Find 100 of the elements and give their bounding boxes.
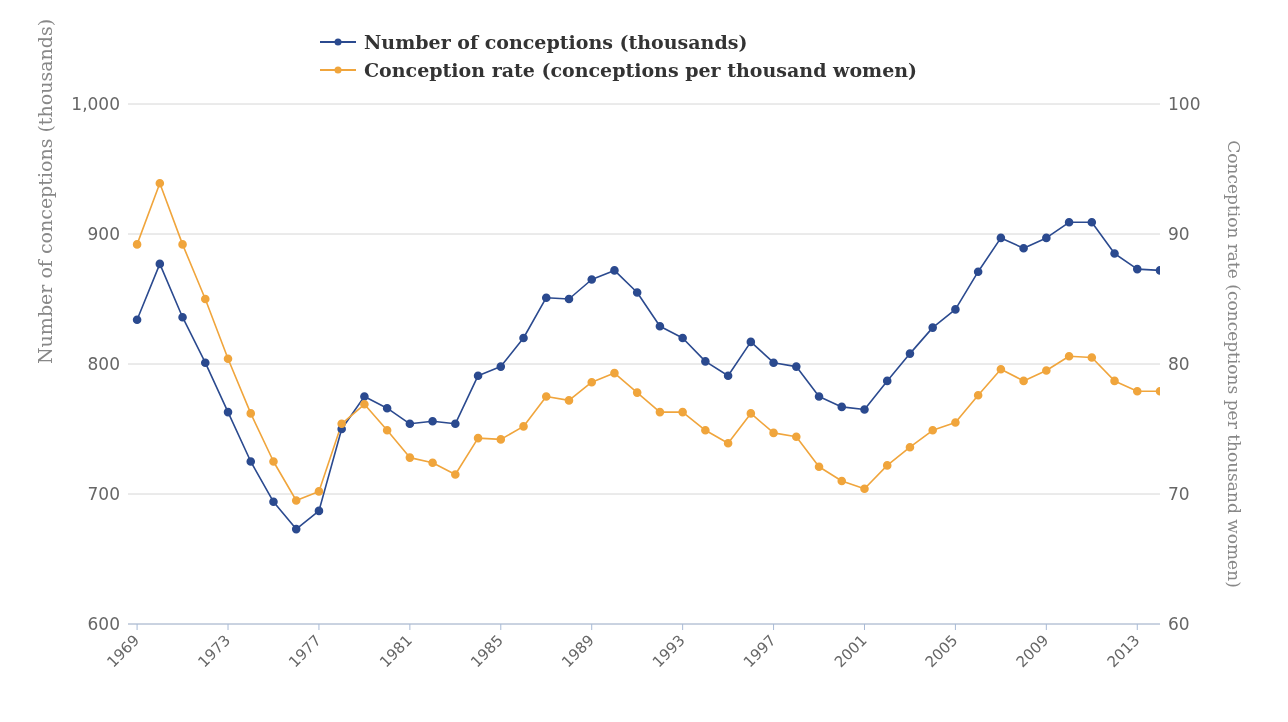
point xyxy=(1132,264,1142,274)
point xyxy=(1042,366,1051,375)
point xyxy=(1087,353,1097,362)
y-tick-label: 800 xyxy=(87,354,120,375)
point xyxy=(837,402,847,412)
point xyxy=(587,377,597,387)
point xyxy=(792,362,801,371)
point xyxy=(246,409,256,418)
y-tick-label: 700 xyxy=(87,484,120,505)
point xyxy=(564,396,574,405)
y2-tick-label: 80 xyxy=(1168,354,1190,375)
point xyxy=(360,400,369,409)
y-tick-label: 600 xyxy=(87,614,120,635)
point xyxy=(519,422,528,431)
point xyxy=(428,458,437,468)
point xyxy=(496,362,506,371)
point xyxy=(655,407,665,417)
point xyxy=(1019,244,1028,253)
point xyxy=(1064,218,1074,227)
point xyxy=(178,312,187,322)
point xyxy=(541,293,551,302)
point xyxy=(769,428,778,438)
point xyxy=(814,392,824,401)
point xyxy=(996,364,1006,374)
point xyxy=(837,476,847,486)
y-tick-label: 900 xyxy=(87,224,120,245)
point xyxy=(928,426,937,435)
point xyxy=(519,333,528,343)
point xyxy=(382,403,392,413)
point xyxy=(496,435,506,444)
point xyxy=(428,416,437,426)
point xyxy=(746,409,756,418)
point xyxy=(314,506,324,516)
y2-axis-title: Conception rate (conceptions per thousand women) xyxy=(1223,140,1244,588)
point xyxy=(996,233,1006,243)
point xyxy=(451,419,460,429)
point xyxy=(1132,387,1142,396)
y2-tick-label: 90 xyxy=(1168,224,1190,245)
point xyxy=(951,418,960,427)
point xyxy=(723,371,733,380)
point xyxy=(473,371,483,380)
point xyxy=(291,496,301,505)
legend-label: Number of conceptions (thousands) xyxy=(364,31,748,53)
point xyxy=(632,288,642,297)
point xyxy=(655,322,665,331)
point xyxy=(632,388,642,397)
point xyxy=(178,240,187,249)
point xyxy=(223,354,233,364)
y2-tick-label: 100 xyxy=(1168,94,1201,115)
point xyxy=(1064,351,1074,361)
legend-label: Conception rate (conceptions per thousand women) xyxy=(364,59,918,81)
point xyxy=(360,392,369,401)
point xyxy=(769,358,778,367)
point xyxy=(1042,233,1051,243)
point xyxy=(200,358,210,367)
y-tick-label: 1,000 xyxy=(71,94,120,115)
point xyxy=(200,294,210,304)
point xyxy=(382,426,392,435)
point xyxy=(1087,218,1097,227)
y2-tick-label: 70 xyxy=(1168,484,1190,505)
point xyxy=(792,432,801,442)
point xyxy=(610,266,619,275)
point xyxy=(155,179,165,188)
point xyxy=(269,497,278,507)
point xyxy=(860,405,869,414)
point xyxy=(905,349,915,358)
point xyxy=(1019,376,1028,386)
point xyxy=(405,453,415,462)
point xyxy=(678,333,687,343)
point xyxy=(405,419,415,429)
point xyxy=(860,484,869,494)
y-axis-title: Number of conceptions (thousands) xyxy=(33,18,56,364)
point xyxy=(314,487,324,496)
point xyxy=(451,470,460,479)
point xyxy=(155,259,165,269)
point xyxy=(701,357,710,366)
point xyxy=(541,392,551,401)
point xyxy=(882,376,892,386)
point xyxy=(337,419,346,429)
point xyxy=(610,368,619,378)
point xyxy=(1110,249,1119,258)
point xyxy=(746,337,756,347)
point xyxy=(973,267,983,276)
point xyxy=(678,407,687,417)
point xyxy=(587,275,597,284)
y2-tick-label: 60 xyxy=(1168,614,1190,635)
point xyxy=(291,524,301,534)
point xyxy=(132,315,142,325)
point xyxy=(223,407,233,417)
point xyxy=(269,457,278,466)
point xyxy=(928,323,937,332)
point xyxy=(132,240,142,249)
point xyxy=(951,305,960,314)
point xyxy=(1110,376,1119,386)
point xyxy=(814,462,824,471)
point xyxy=(973,390,983,400)
point xyxy=(701,426,710,435)
point xyxy=(723,439,733,448)
point xyxy=(882,461,892,470)
point xyxy=(905,442,915,452)
